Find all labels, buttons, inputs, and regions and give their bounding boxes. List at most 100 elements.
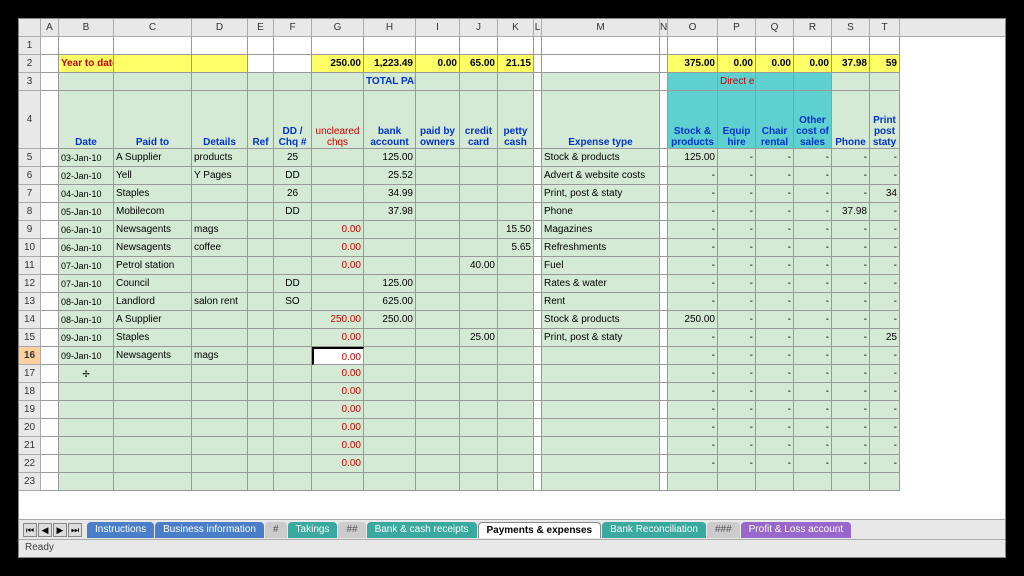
cell-E8[interactable] (248, 203, 274, 221)
cell-A8[interactable] (41, 203, 59, 221)
cell-O19[interactable]: - (668, 401, 718, 419)
cell-N5[interactable] (660, 149, 668, 167)
cell-R23[interactable] (794, 473, 832, 491)
col-header-D[interactable]: D (192, 19, 248, 36)
cell-G6[interactable] (312, 167, 364, 185)
cell-R22[interactable]: - (794, 455, 832, 473)
cell-K11[interactable] (498, 257, 534, 275)
cell-B13[interactable]: 08-Jan-10 (59, 293, 114, 311)
col-label-O[interactable]: Stock & products (668, 91, 718, 149)
sheet-tab---[interactable]: ## (338, 522, 365, 538)
section-header[interactable] (460, 73, 498, 91)
col-header-N[interactable]: N (660, 19, 668, 36)
cell-S13[interactable]: - (832, 293, 870, 311)
cell-H18[interactable] (364, 383, 416, 401)
cell-D8[interactable] (192, 203, 248, 221)
cell-N18[interactable] (660, 383, 668, 401)
cell-R12[interactable]: - (794, 275, 832, 293)
cell-R7[interactable]: - (794, 185, 832, 203)
cell-L5[interactable] (534, 149, 542, 167)
col-header-F[interactable]: F (274, 19, 312, 36)
cell-C14[interactable]: A Supplier (114, 311, 192, 329)
cell-T12[interactable]: - (870, 275, 900, 293)
cell-F12[interactable]: DD (274, 275, 312, 293)
cell-P18[interactable]: - (718, 383, 756, 401)
cell-M8[interactable]: Phone (542, 203, 660, 221)
total-cell-D[interactable] (192, 55, 248, 73)
cell-C23[interactable] (114, 473, 192, 491)
cell-T11[interactable]: - (870, 257, 900, 275)
cell-B6[interactable]: 02-Jan-10 (59, 167, 114, 185)
cell-D19[interactable] (192, 401, 248, 419)
cell-A12[interactable] (41, 275, 59, 293)
sheet-tab-bank---cash-receipts[interactable]: Bank & cash receipts (367, 522, 477, 538)
cell-H19[interactable] (364, 401, 416, 419)
cell-G10[interactable]: 0.00 (312, 239, 364, 257)
cell-N17[interactable] (660, 365, 668, 383)
col-header-B[interactable]: B (59, 19, 114, 36)
cell-M13[interactable]: Rent (542, 293, 660, 311)
cell-F21[interactable] (274, 437, 312, 455)
cell-H23[interactable] (364, 473, 416, 491)
cell-C5[interactable]: A Supplier (114, 149, 192, 167)
cell-I17[interactable] (416, 365, 460, 383)
cell-E20[interactable] (248, 419, 274, 437)
cell[interactable] (718, 37, 756, 55)
cell-S12[interactable]: - (832, 275, 870, 293)
row-header[interactable]: 21 (19, 437, 41, 455)
cell-B23[interactable] (59, 473, 114, 491)
cell-I22[interactable] (416, 455, 460, 473)
cell-T14[interactable]: - (870, 311, 900, 329)
cell-L7[interactable] (534, 185, 542, 203)
cell-D5[interactable]: products (192, 149, 248, 167)
cell-N12[interactable] (660, 275, 668, 293)
cell[interactable] (41, 37, 59, 55)
cell-L17[interactable] (534, 365, 542, 383)
col-header-R[interactable]: R (794, 19, 832, 36)
cell-Q18[interactable]: - (756, 383, 794, 401)
cell-F8[interactable]: DD (274, 203, 312, 221)
section-header[interactable] (832, 73, 870, 91)
cell-D6[interactable]: Y Pages (192, 167, 248, 185)
total-cell-I[interactable]: 0.00 (416, 55, 460, 73)
cell-D9[interactable]: mags (192, 221, 248, 239)
cell-S20[interactable]: - (832, 419, 870, 437)
cell-K22[interactable] (498, 455, 534, 473)
cell-G17[interactable]: 0.00 (312, 365, 364, 383)
cell-C16[interactable]: Newsagents (114, 347, 192, 365)
cell-D14[interactable] (192, 311, 248, 329)
cell-P20[interactable]: - (718, 419, 756, 437)
sheet-tab-bank-reconciliation[interactable]: Bank Reconciliation (602, 522, 706, 538)
cell-Q20[interactable]: - (756, 419, 794, 437)
cell-M21[interactable] (542, 437, 660, 455)
total-cell-L[interactable] (534, 55, 542, 73)
cell-G5[interactable] (312, 149, 364, 167)
cell-L15[interactable] (534, 329, 542, 347)
cell-K7[interactable] (498, 185, 534, 203)
cell-H5[interactable]: 125.00 (364, 149, 416, 167)
cell-A22[interactable] (41, 455, 59, 473)
cell-M9[interactable]: Magazines (542, 221, 660, 239)
cell-H9[interactable] (364, 221, 416, 239)
cell-E23[interactable] (248, 473, 274, 491)
section-header[interactable] (312, 73, 364, 91)
cell-D13[interactable]: salon rent (192, 293, 248, 311)
total-cell-A[interactable] (41, 55, 59, 73)
cell-S18[interactable]: - (832, 383, 870, 401)
cell-N16[interactable] (660, 347, 668, 365)
cell-K5[interactable] (498, 149, 534, 167)
section-header[interactable] (192, 73, 248, 91)
cell-O6[interactable]: - (668, 167, 718, 185)
cell-J12[interactable] (460, 275, 498, 293)
cell-R5[interactable]: - (794, 149, 832, 167)
sheet-tab-takings[interactable]: Takings (288, 522, 338, 538)
cell-E13[interactable] (248, 293, 274, 311)
cell-H14[interactable]: 250.00 (364, 311, 416, 329)
cell-R20[interactable]: - (794, 419, 832, 437)
cell-H11[interactable] (364, 257, 416, 275)
cell-O9[interactable]: - (668, 221, 718, 239)
select-all-corner[interactable] (19, 19, 41, 36)
sheet-tab-payments---expenses[interactable]: Payments & expenses (478, 522, 602, 538)
cell-L8[interactable] (534, 203, 542, 221)
cell-J10[interactable] (460, 239, 498, 257)
